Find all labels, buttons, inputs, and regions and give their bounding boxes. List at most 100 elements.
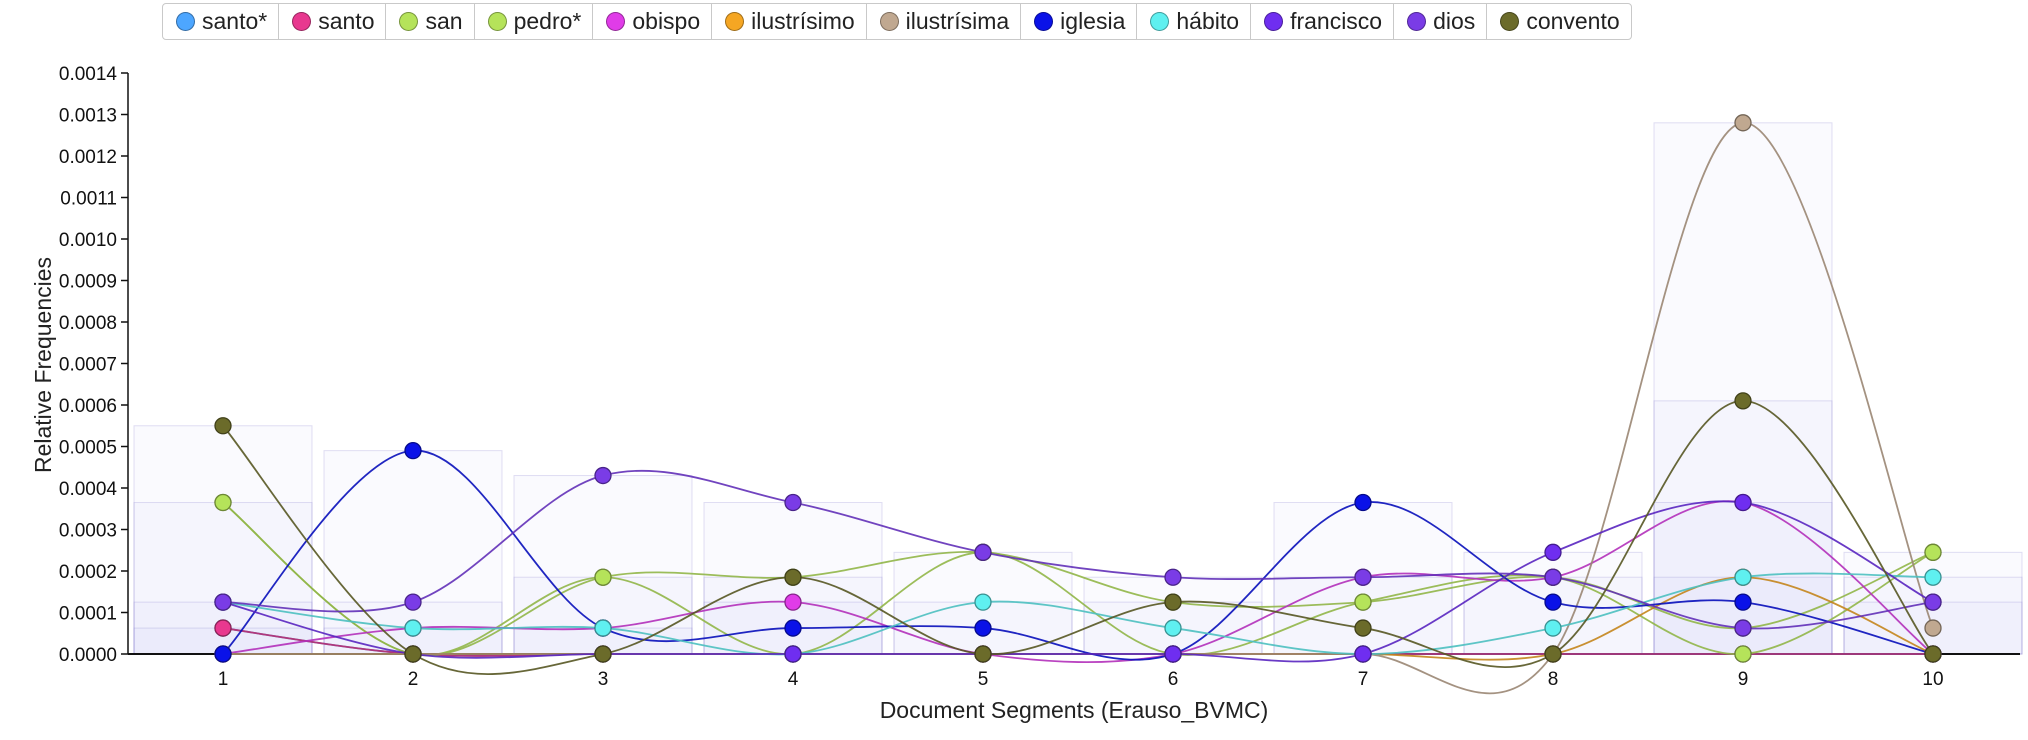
data-point-pedro*[interactable] [594, 568, 612, 586]
data-point-ilustrísima[interactable] [1924, 619, 1942, 637]
legend-item[interactable]: iglesia [1021, 4, 1138, 39]
legend-item[interactable]: santo [279, 4, 387, 39]
y-tick-label: 0.0008 [59, 313, 117, 334]
data-point-convento[interactable] [974, 645, 992, 663]
data-point-dios[interactable] [1354, 568, 1372, 586]
y-tick-label: 0.0001 [59, 604, 117, 625]
data-point-pedro*[interactable] [1924, 543, 1942, 561]
legend-label: dios [1433, 8, 1476, 34]
data-point-iglesia[interactable] [1734, 593, 1752, 611]
data-point-hábito[interactable] [404, 619, 422, 637]
data-point-dios[interactable] [1544, 568, 1562, 586]
data-point-dios[interactable] [974, 543, 992, 561]
data-point-iglesia[interactable] [1544, 593, 1562, 611]
legend-swatch [399, 12, 419, 31]
data-point-convento[interactable] [1734, 392, 1752, 410]
y-tick-label: 0.0011 [60, 189, 117, 210]
data-point-santo[interactable] [214, 619, 232, 637]
data-point-dios[interactable] [784, 493, 802, 512]
x-tick-label: 7 [1358, 669, 1369, 690]
data-point-iglesia[interactable] [404, 441, 422, 460]
data-point-hábito[interactable] [594, 619, 612, 637]
y-tick-label: 0.0002 [59, 562, 117, 583]
data-point-francisco[interactable] [1164, 645, 1182, 663]
y-tick-label: 0.0005 [59, 438, 117, 459]
data-point-convento[interactable] [404, 645, 422, 663]
data-point-iglesia[interactable] [784, 619, 802, 637]
data-point-hábito[interactable] [1734, 568, 1752, 586]
legend-swatch [1150, 12, 1170, 31]
data-point-convento[interactable] [1164, 593, 1182, 611]
legend-item[interactable]: santo* [163, 4, 280, 39]
chart-legend: santo* santo san pedro* obispo ilustrísimo ilu… [162, 3, 1632, 40]
legend-item[interactable]: obispo [593, 4, 713, 39]
legend-label: convento [1526, 8, 1620, 34]
background-bar [1463, 576, 1643, 655]
data-point-convento[interactable] [214, 417, 232, 435]
data-point-ilustrísima[interactable] [1734, 114, 1752, 132]
data-point-pedro*[interactable] [214, 493, 232, 512]
data-point-pedro*[interactable] [1354, 593, 1372, 611]
legend-item[interactable]: pedro* [475, 4, 594, 39]
legend-item[interactable]: convento [1487, 4, 1630, 39]
data-point-hábito[interactable] [974, 593, 992, 611]
legend-item[interactable]: dios [1394, 4, 1488, 39]
data-point-iglesia[interactable] [214, 645, 232, 663]
data-point-iglesia[interactable] [1354, 493, 1372, 512]
series-line-francisco [222, 500, 1934, 663]
y-axis-title: Relative Frequencies [30, 257, 56, 473]
data-point-dios[interactable] [404, 593, 422, 611]
data-point-iglesia[interactable] [974, 619, 992, 637]
data-point-dios[interactable] [1164, 568, 1182, 586]
legend-swatch [1500, 12, 1520, 31]
series-line-dios [222, 469, 1934, 630]
data-point-hábito[interactable] [1164, 619, 1182, 637]
data-point-pedro*[interactable] [1734, 645, 1752, 663]
legend-swatch [176, 12, 195, 31]
x-tick-label: 1 [218, 669, 229, 690]
data-point-francisco[interactable] [1734, 493, 1752, 512]
data-point-convento[interactable] [784, 568, 802, 586]
data-point-dios[interactable] [214, 593, 232, 611]
legend-label: santo* [202, 8, 268, 34]
data-point-convento[interactable] [1354, 619, 1372, 637]
legend-label: ilustrísima [905, 8, 1010, 34]
y-tick-label: 0.0014 [59, 64, 118, 85]
data-point-dios[interactable] [594, 466, 612, 485]
series-line-convento [222, 399, 1934, 676]
legend-swatch [725, 12, 745, 31]
data-point-dios[interactable] [1734, 619, 1752, 637]
legend-label: san [425, 8, 463, 34]
y-tick-label: 0.0004 [59, 479, 118, 500]
data-point-francisco[interactable] [1544, 543, 1562, 561]
data-point-convento[interactable] [1924, 645, 1942, 663]
data-point-dios[interactable] [1924, 593, 1942, 611]
legend-label: iglesia [1060, 8, 1126, 34]
legend-swatch [292, 12, 312, 31]
legend-swatch [606, 12, 626, 31]
series-line-hábito [222, 572, 1934, 656]
y-tick-label: 0.0012 [59, 147, 117, 168]
data-point-obispo[interactable] [784, 593, 802, 611]
data-point-francisco[interactable] [784, 645, 802, 663]
legend-item[interactable]: ilustrísima [867, 4, 1022, 39]
x-tick-label: 10 [1922, 669, 1943, 690]
y-tick-label: 0.0007 [59, 355, 117, 376]
data-point-convento[interactable] [594, 645, 612, 663]
data-point-hábito[interactable] [1924, 568, 1942, 586]
y-tick-label: 0.0003 [59, 521, 117, 542]
legend-label: francisco [1290, 8, 1383, 34]
data-point-francisco[interactable] [1354, 645, 1372, 663]
y-tick-label: 0.0009 [59, 272, 117, 293]
legend-item[interactable]: francisco [1251, 4, 1395, 39]
x-tick-label: 8 [1548, 669, 1559, 690]
legend-item[interactable]: hábito [1137, 4, 1252, 39]
data-point-hábito[interactable] [1544, 619, 1562, 637]
legend-item[interactable]: ilustrísimo [712, 4, 867, 39]
y-tick-label: 0.0010 [59, 230, 117, 251]
y-tick-label: 0.0000 [59, 645, 117, 666]
legend-swatch [1264, 12, 1284, 31]
legend-item[interactable]: san [386, 4, 475, 39]
data-point-convento[interactable] [1544, 645, 1562, 663]
